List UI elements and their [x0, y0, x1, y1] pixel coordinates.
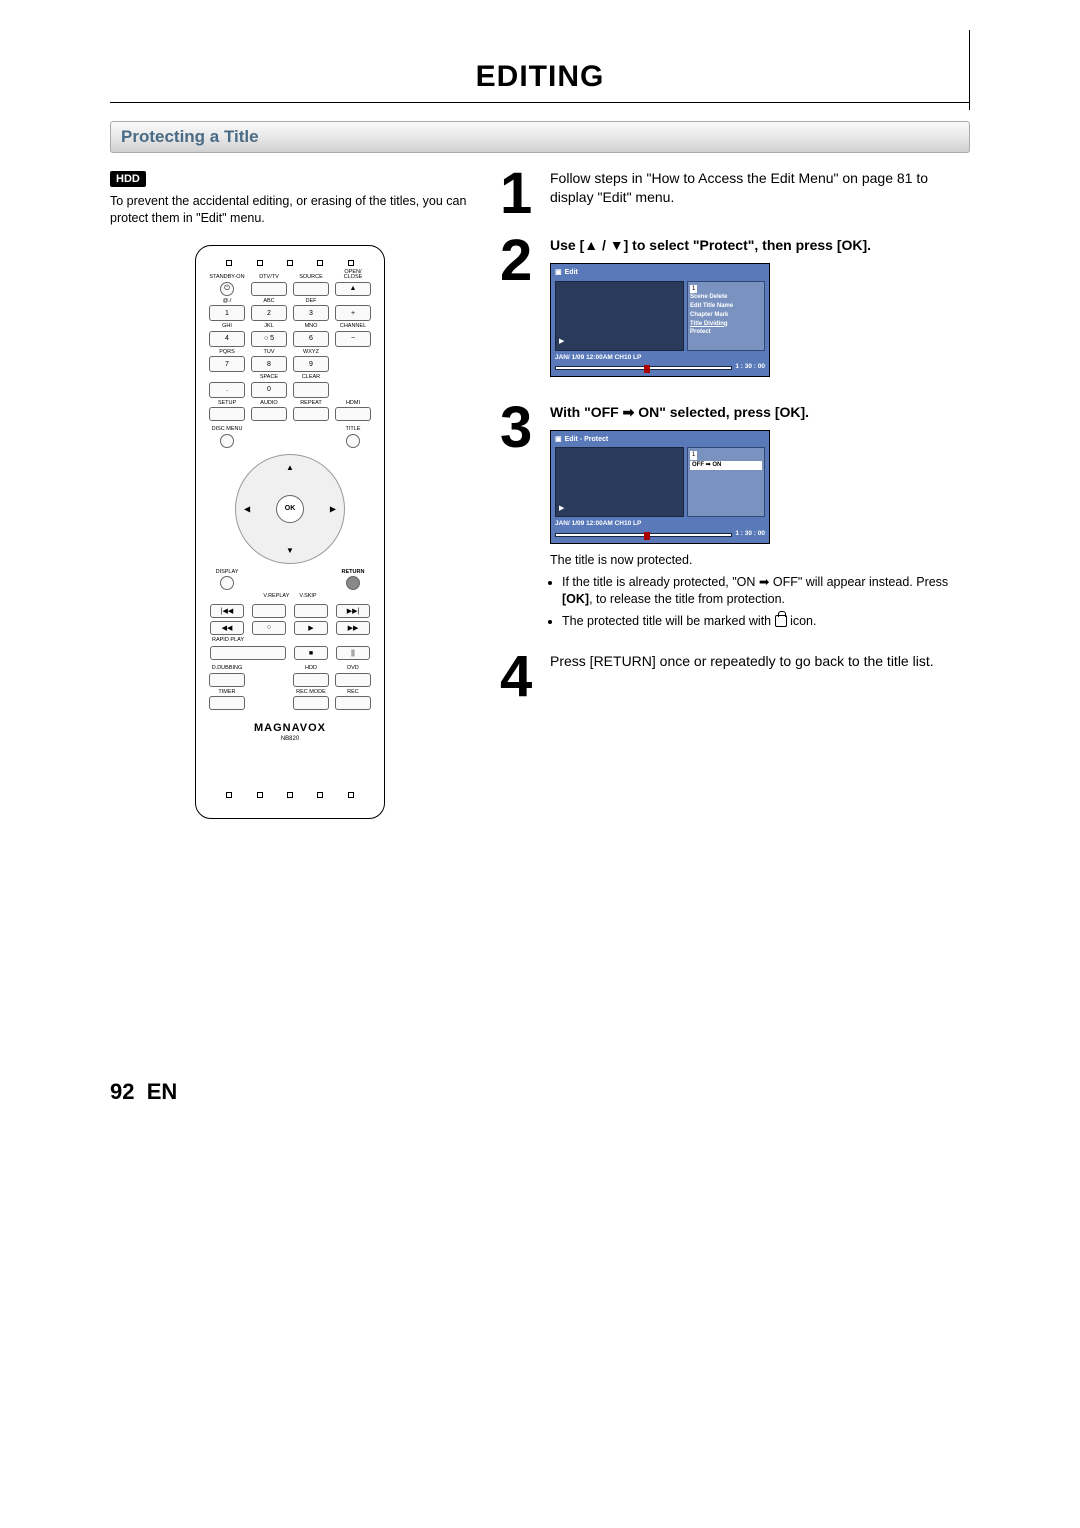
key-6: 6 [293, 331, 330, 347]
key-9: 9 [293, 356, 330, 372]
ff-button: ▶▶ [336, 621, 370, 635]
timer-button [209, 696, 246, 710]
source-button [293, 282, 330, 296]
step-1-text: Follow steps in "How to Access the Edit … [550, 169, 970, 218]
return-button [346, 576, 360, 590]
home-icon: ▣ [555, 435, 562, 444]
dtv-button [251, 282, 288, 296]
page-footer: 92 EN [110, 1079, 970, 1105]
title-button [346, 434, 360, 448]
model-label: NB820 [206, 736, 374, 742]
key-4: 4 [209, 331, 246, 347]
step-4-num: 4 [500, 652, 540, 701]
preview-area: ▶ [555, 281, 684, 351]
edit-menu: 1 Scene Delete Edit Title Name Chapter M… [687, 281, 765, 351]
lock-icon [775, 615, 787, 627]
vreplay-button [252, 604, 286, 618]
disc-menu-button [220, 434, 234, 448]
eject-button: ▲ [335, 282, 372, 296]
ch-up: + [335, 305, 372, 321]
ok-button: OK [276, 495, 304, 523]
hdmi-button [335, 407, 372, 421]
note-2: The protected title will be marked with … [562, 613, 970, 631]
standby-button: ⏻ [220, 282, 234, 296]
key-2: 2 [251, 305, 288, 321]
protect-screen: ▣ Edit - Protect ▶ 1 OFF ➡ ON JAN/ 1/09 … [550, 430, 770, 544]
rew-button: ◀◀ [210, 621, 244, 635]
stop-button: ■ [294, 646, 328, 660]
recmode-button [293, 696, 330, 710]
clear-button [293, 382, 330, 398]
step-4: 4 Press [RETURN] once or repeatedly to g… [500, 652, 970, 701]
play-button: ▶ [294, 621, 328, 635]
key-1: 1 [209, 305, 246, 321]
rec2-button [335, 696, 372, 710]
preview-area: ▶ [555, 447, 684, 517]
brand-label: MAGNAVOX [206, 722, 374, 734]
key-7: 7 [209, 356, 246, 372]
edit-screen: ▣ Edit ▶ 1 Scene Delete Edit Title Name … [550, 263, 770, 377]
page-lang: EN [147, 1079, 178, 1104]
rec-button: ○ [252, 621, 286, 635]
note-1: If the title is already protected, "ON ➡… [562, 574, 970, 609]
audio-button [251, 407, 288, 421]
step-3: 3 With "OFF ➡ ON" selected, press [OK]. … [500, 403, 970, 634]
rapid-button [210, 646, 286, 660]
key-3: 3 [293, 305, 330, 321]
next-button: ▶▶| [336, 604, 370, 618]
setup-button [209, 407, 246, 421]
page-number: 92 [110, 1079, 134, 1104]
ch-down: − [335, 331, 372, 347]
key-8: 8 [251, 356, 288, 372]
remote-illustration: STANDBY-ON⏻ DTV/TV SOURCE OPEN/ CLOSE▲ @… [195, 245, 385, 820]
dvd-button [335, 673, 372, 687]
step-4-text: Press [RETURN] once or repeatedly to go … [550, 652, 970, 701]
step-2-num: 2 [500, 236, 540, 385]
key-0: 0 [251, 382, 288, 398]
pause-button: || [336, 646, 370, 660]
display-button [220, 576, 234, 590]
dubbing-button [209, 673, 246, 687]
repeat-button [293, 407, 330, 421]
step-3-num: 3 [500, 403, 540, 634]
home-icon: ▣ [555, 268, 562, 277]
key-5: ○ 5 [251, 331, 288, 347]
step-2: 2 Use [▲ / ▼] to select "Protect", then … [500, 236, 970, 385]
prev-button: |◀◀ [210, 604, 244, 618]
step-3-notes: The title is now protected. If the title… [550, 552, 970, 630]
intro-text: To prevent the accidental editing, or er… [110, 193, 470, 227]
hdd-button [293, 673, 330, 687]
page-title: EDITING [110, 60, 970, 94]
page-title-row: EDITING [110, 60, 970, 103]
step-2-text: Use [▲ / ▼] to select "Protect", then pr… [550, 236, 970, 255]
protect-menu: 1 OFF ➡ ON [687, 447, 765, 517]
key-dot: . [209, 382, 246, 398]
vskip-button [294, 604, 328, 618]
step-3-text: With "OFF ➡ ON" selected, press [OK]. [550, 403, 970, 422]
section-subtitle: Protecting a Title [110, 121, 970, 153]
margin-rule [969, 30, 970, 110]
dpad: ▲ ▼ ◀ ▶ OK [235, 454, 345, 564]
step-1-num: 1 [500, 169, 540, 218]
step-1: 1 Follow steps in "How to Access the Edi… [500, 169, 970, 218]
hdd-badge: HDD [110, 171, 146, 187]
